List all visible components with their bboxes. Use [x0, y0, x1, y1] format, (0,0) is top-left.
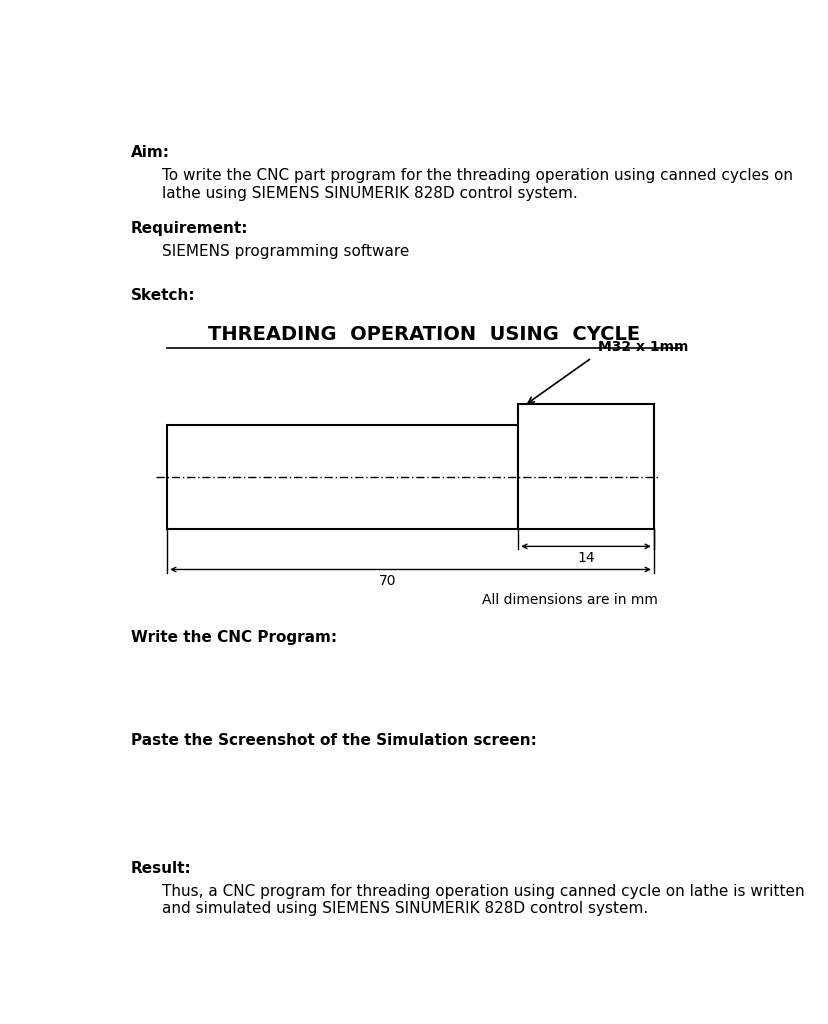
Text: Result:: Result:: [131, 860, 191, 876]
Bar: [167, 426, 518, 529]
Bar: [518, 403, 653, 529]
Text: Requirement:: Requirement:: [131, 220, 248, 236]
Text: THREADING  OPERATION  USING  CYCLE: THREADING OPERATION USING CYCLE: [208, 326, 640, 344]
Text: All dimensions are in mm: All dimensions are in mm: [481, 593, 657, 606]
Text: Aim:: Aim:: [131, 145, 170, 160]
Text: SIEMENS programming software: SIEMENS programming software: [161, 244, 409, 259]
Text: M32 x 1mm: M32 x 1mm: [597, 340, 687, 354]
Text: To write the CNC part program for the threading operation using canned cycles on: To write the CNC part program for the th…: [161, 168, 792, 201]
Text: 14: 14: [576, 551, 595, 565]
Text: 70: 70: [378, 574, 396, 588]
Text: Sketch:: Sketch:: [131, 289, 195, 303]
Text: Paste the Screenshot of the Simulation screen:: Paste the Screenshot of the Simulation s…: [131, 733, 536, 749]
Text: Thus, a CNC program for threading operation using canned cycle on lathe is writt: Thus, a CNC program for threading operat…: [161, 884, 803, 916]
Text: Write the CNC Program:: Write the CNC Program:: [131, 630, 336, 644]
